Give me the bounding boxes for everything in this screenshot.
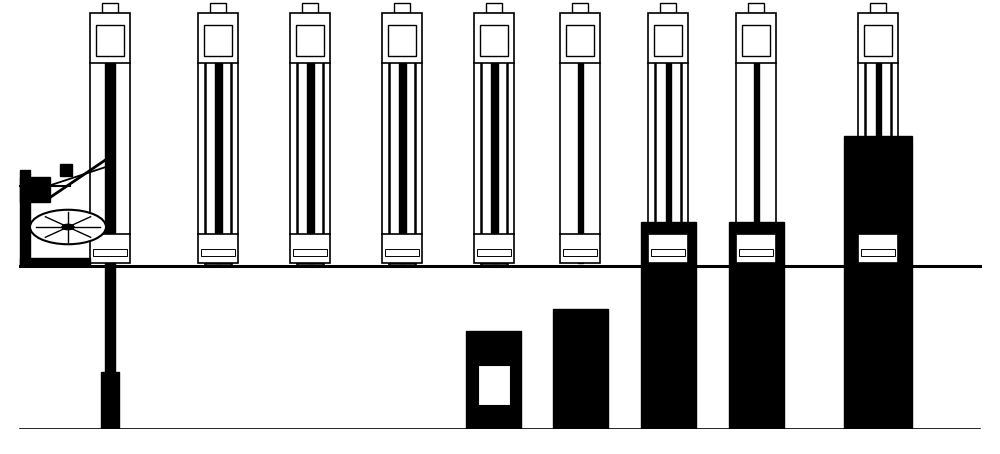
Bar — [477, 249, 511, 256]
Bar — [870, 3, 886, 13]
Bar — [474, 13, 514, 63]
Bar — [20, 258, 90, 265]
Bar — [552, 309, 608, 436]
Bar — [0, 429, 1000, 454]
Bar — [90, 234, 130, 263]
Bar — [290, 234, 330, 263]
Bar — [641, 222, 696, 436]
Bar — [861, 249, 895, 256]
Bar — [385, 249, 419, 256]
Bar — [388, 25, 416, 56]
Circle shape — [62, 224, 74, 230]
Bar — [60, 164, 72, 176]
Bar — [398, 18, 406, 263]
Bar — [198, 13, 238, 63]
Bar — [728, 222, 784, 436]
Bar — [648, 234, 688, 263]
Bar — [858, 13, 898, 63]
Bar — [382, 234, 422, 263]
Bar — [864, 25, 892, 56]
Bar — [296, 25, 324, 56]
Bar — [302, 3, 318, 13]
Text: 回提套管底    套管      浆至回提套管底  套管      设计标高，支成: 回提套管底 套管 浆至回提套管底 套管 设计标高，支成 — [25, 443, 352, 452]
Bar — [736, 13, 776, 63]
Bar — [566, 25, 594, 56]
Bar — [754, 18, 759, 263]
Bar — [101, 372, 119, 436]
Bar — [90, 13, 130, 63]
Bar — [876, 18, 881, 200]
Bar — [844, 136, 912, 436]
Bar — [96, 25, 124, 56]
Bar — [201, 249, 235, 256]
Bar — [578, 18, 582, 263]
Bar — [560, 234, 600, 263]
Text: 1. 钻机引孔 2. 下置外套管3. 闭塞外套管 4. 下放钻杆5. 喷射注浆至   6. 拔出闭套外   7. 再次喷射注   8. 拔出全部外   9. 喷: 1. 钻机引孔 2. 下置外套管3. 闭塞外套管 4. 下放钻杆5. 喷射注浆至… — [25, 432, 382, 441]
Bar — [736, 234, 776, 263]
Bar — [93, 249, 127, 256]
Bar — [480, 25, 508, 56]
Bar — [742, 25, 770, 56]
Bar — [560, 13, 600, 63]
Bar — [198, 234, 238, 263]
Bar — [648, 13, 688, 63]
Bar — [563, 249, 597, 256]
Bar — [394, 3, 410, 13]
Bar — [293, 249, 327, 256]
Circle shape — [30, 210, 106, 244]
Bar — [739, 249, 773, 256]
Bar — [466, 331, 521, 436]
Bar — [105, 23, 115, 431]
Bar — [660, 3, 676, 13]
Bar — [382, 13, 422, 63]
Bar — [102, 3, 118, 13]
Bar — [474, 234, 514, 263]
Bar — [204, 25, 232, 56]
Bar — [20, 177, 50, 202]
Bar — [20, 170, 30, 265]
Bar — [210, 3, 226, 13]
Bar — [572, 3, 588, 13]
Bar — [858, 234, 898, 263]
Bar — [748, 3, 764, 13]
Bar — [478, 365, 510, 405]
Bar — [490, 18, 498, 263]
Bar — [666, 18, 671, 263]
Bar — [306, 18, 314, 263]
Bar — [214, 18, 222, 263]
Bar — [654, 25, 682, 56]
Bar — [290, 13, 330, 63]
Bar — [486, 3, 502, 13]
Bar — [651, 249, 685, 256]
